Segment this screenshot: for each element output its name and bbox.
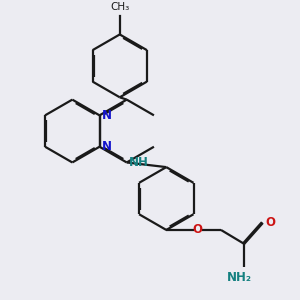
Text: CH₃: CH₃ — [110, 2, 129, 12]
Text: O: O — [265, 217, 275, 230]
Text: N: N — [102, 140, 112, 153]
Text: N: N — [102, 109, 112, 122]
Text: NH₂: NH₂ — [226, 271, 252, 284]
Text: O: O — [193, 224, 203, 236]
Text: NH: NH — [128, 156, 148, 169]
